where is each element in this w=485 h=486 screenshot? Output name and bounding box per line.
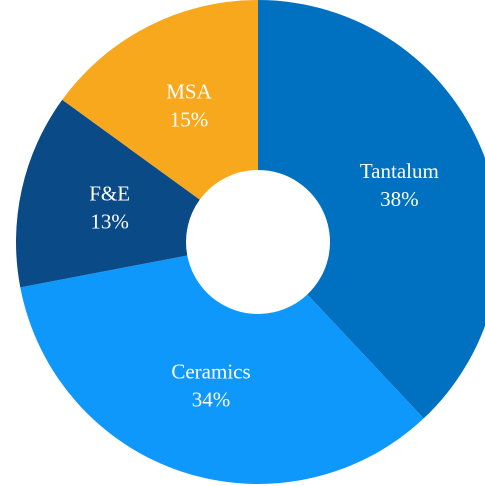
slice-value-label: 13% bbox=[90, 210, 129, 234]
donut-slice bbox=[258, 0, 485, 419]
slice-value-label: 34% bbox=[192, 387, 231, 411]
donut-slice bbox=[62, 0, 258, 200]
slice-value-label: 38% bbox=[380, 187, 419, 211]
slice-label: Tantalum bbox=[360, 159, 439, 183]
donut-slice bbox=[16, 99, 200, 288]
donut-slice bbox=[20, 255, 424, 484]
slice-label: F&E bbox=[89, 182, 130, 206]
slice-label: MSA bbox=[166, 79, 212, 103]
slice-value-label: 15% bbox=[170, 107, 209, 131]
slice-label: Ceramics bbox=[171, 359, 250, 383]
